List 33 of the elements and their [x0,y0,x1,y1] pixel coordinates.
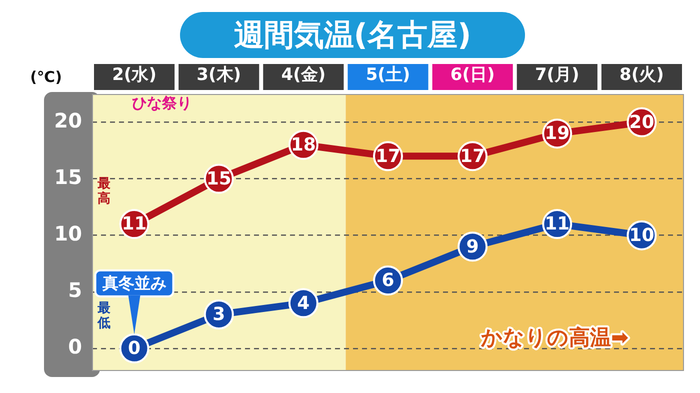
x-tick-label: 6(日) [450,65,495,86]
y-tick-label: 0 [68,334,82,359]
data-label: 15 [206,168,232,190]
x-tick-label: 2(水) [112,65,156,86]
chart-title: 週間気温(名古屋) [234,16,472,54]
data-label: 6 [382,270,394,292]
annotation: 真冬並み [101,274,166,293]
data-label: 19 [544,123,570,144]
x-tick-label: 5(土) [366,65,410,86]
x-tick-label: 7(月) [534,65,580,86]
data-label: 17 [460,146,486,167]
data-label: 11 [544,214,570,235]
data-label: 11 [122,214,147,235]
x-tick-label: 8(火) [620,65,664,86]
series-label: 最低 [96,300,110,331]
band-label: かなりの高温➡ [480,325,630,350]
data-label: 20 [629,112,654,133]
data-label: 0 [128,338,141,360]
x-tick-label: 3(木) [196,65,242,86]
data-label: 3 [212,304,226,326]
data-label: 4 [297,292,310,314]
data-label: 18 [290,134,316,156]
data-label: 17 [375,146,401,167]
x-tick-label: 4(金) [281,65,326,86]
y-tick-label: 5 [68,278,82,302]
annotation: ひな祭り [132,94,192,112]
y-tick-label: 10 [54,222,82,246]
data-label: 10 [629,225,654,246]
data-label: 9 [466,236,479,258]
series-label: 最高 [96,176,110,206]
y-axis-title: (℃) [30,68,62,86]
y-tick-label: 15 [54,165,82,189]
y-tick-label: 20 [54,108,82,132]
